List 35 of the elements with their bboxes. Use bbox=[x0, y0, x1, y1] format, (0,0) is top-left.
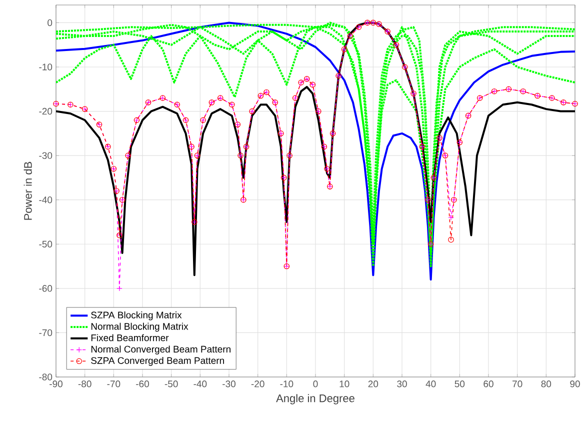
x-tick-label: 70 bbox=[512, 380, 522, 388]
x-tick-label: -60 bbox=[136, 380, 149, 388]
x-tick-label: -80 bbox=[78, 380, 92, 388]
x-tick-label: 40 bbox=[426, 380, 436, 388]
x-tick-label: -40 bbox=[194, 380, 207, 388]
x-tick-label: 0 bbox=[313, 380, 318, 388]
x-tick-label: -30 bbox=[222, 380, 236, 388]
y-tick-label: 0 bbox=[48, 19, 52, 26]
y-tick-label: -70 bbox=[39, 329, 52, 336]
x-tick-label: -10 bbox=[280, 380, 294, 388]
y-tick-label: -30 bbox=[39, 152, 52, 159]
legend-label: Normal Blocking Matrix bbox=[91, 322, 188, 332]
y-tick-label: -20 bbox=[39, 108, 52, 115]
x-tick-label: 60 bbox=[484, 380, 494, 388]
x-tick-label: 10 bbox=[340, 380, 350, 388]
x-tick-label: -50 bbox=[164, 380, 178, 388]
x-tick-label: 20 bbox=[368, 380, 378, 388]
x-tick-label: 80 bbox=[541, 380, 552, 388]
y-tick-label: -10 bbox=[39, 64, 52, 70]
y-axis-title: Power in dB bbox=[24, 162, 32, 220]
y-tick-label: -60 bbox=[39, 285, 52, 292]
legend-label: Fixed Beamformer bbox=[91, 334, 169, 342]
legend-label: SZPA Converged Beam Pattern bbox=[91, 356, 224, 366]
x-tick-label: -20 bbox=[251, 380, 264, 388]
legend-label: SZPA Blocking Matrix bbox=[91, 311, 182, 320]
x-axis-title: Angle in Degree bbox=[276, 394, 354, 404]
x-tick-label: 30 bbox=[397, 380, 407, 388]
x-tick-label: -70 bbox=[107, 380, 120, 388]
y-tick-label: -40 bbox=[39, 196, 52, 204]
x-tick-label: -90 bbox=[50, 380, 62, 388]
x-tick-label: 90 bbox=[570, 380, 580, 388]
y-tick-label: -80 bbox=[39, 374, 52, 380]
legend-label: Normal Converged Beam Pattern bbox=[91, 346, 230, 354]
y-tick-label: -50 bbox=[39, 240, 52, 248]
x-tick-label: 50 bbox=[454, 380, 465, 388]
